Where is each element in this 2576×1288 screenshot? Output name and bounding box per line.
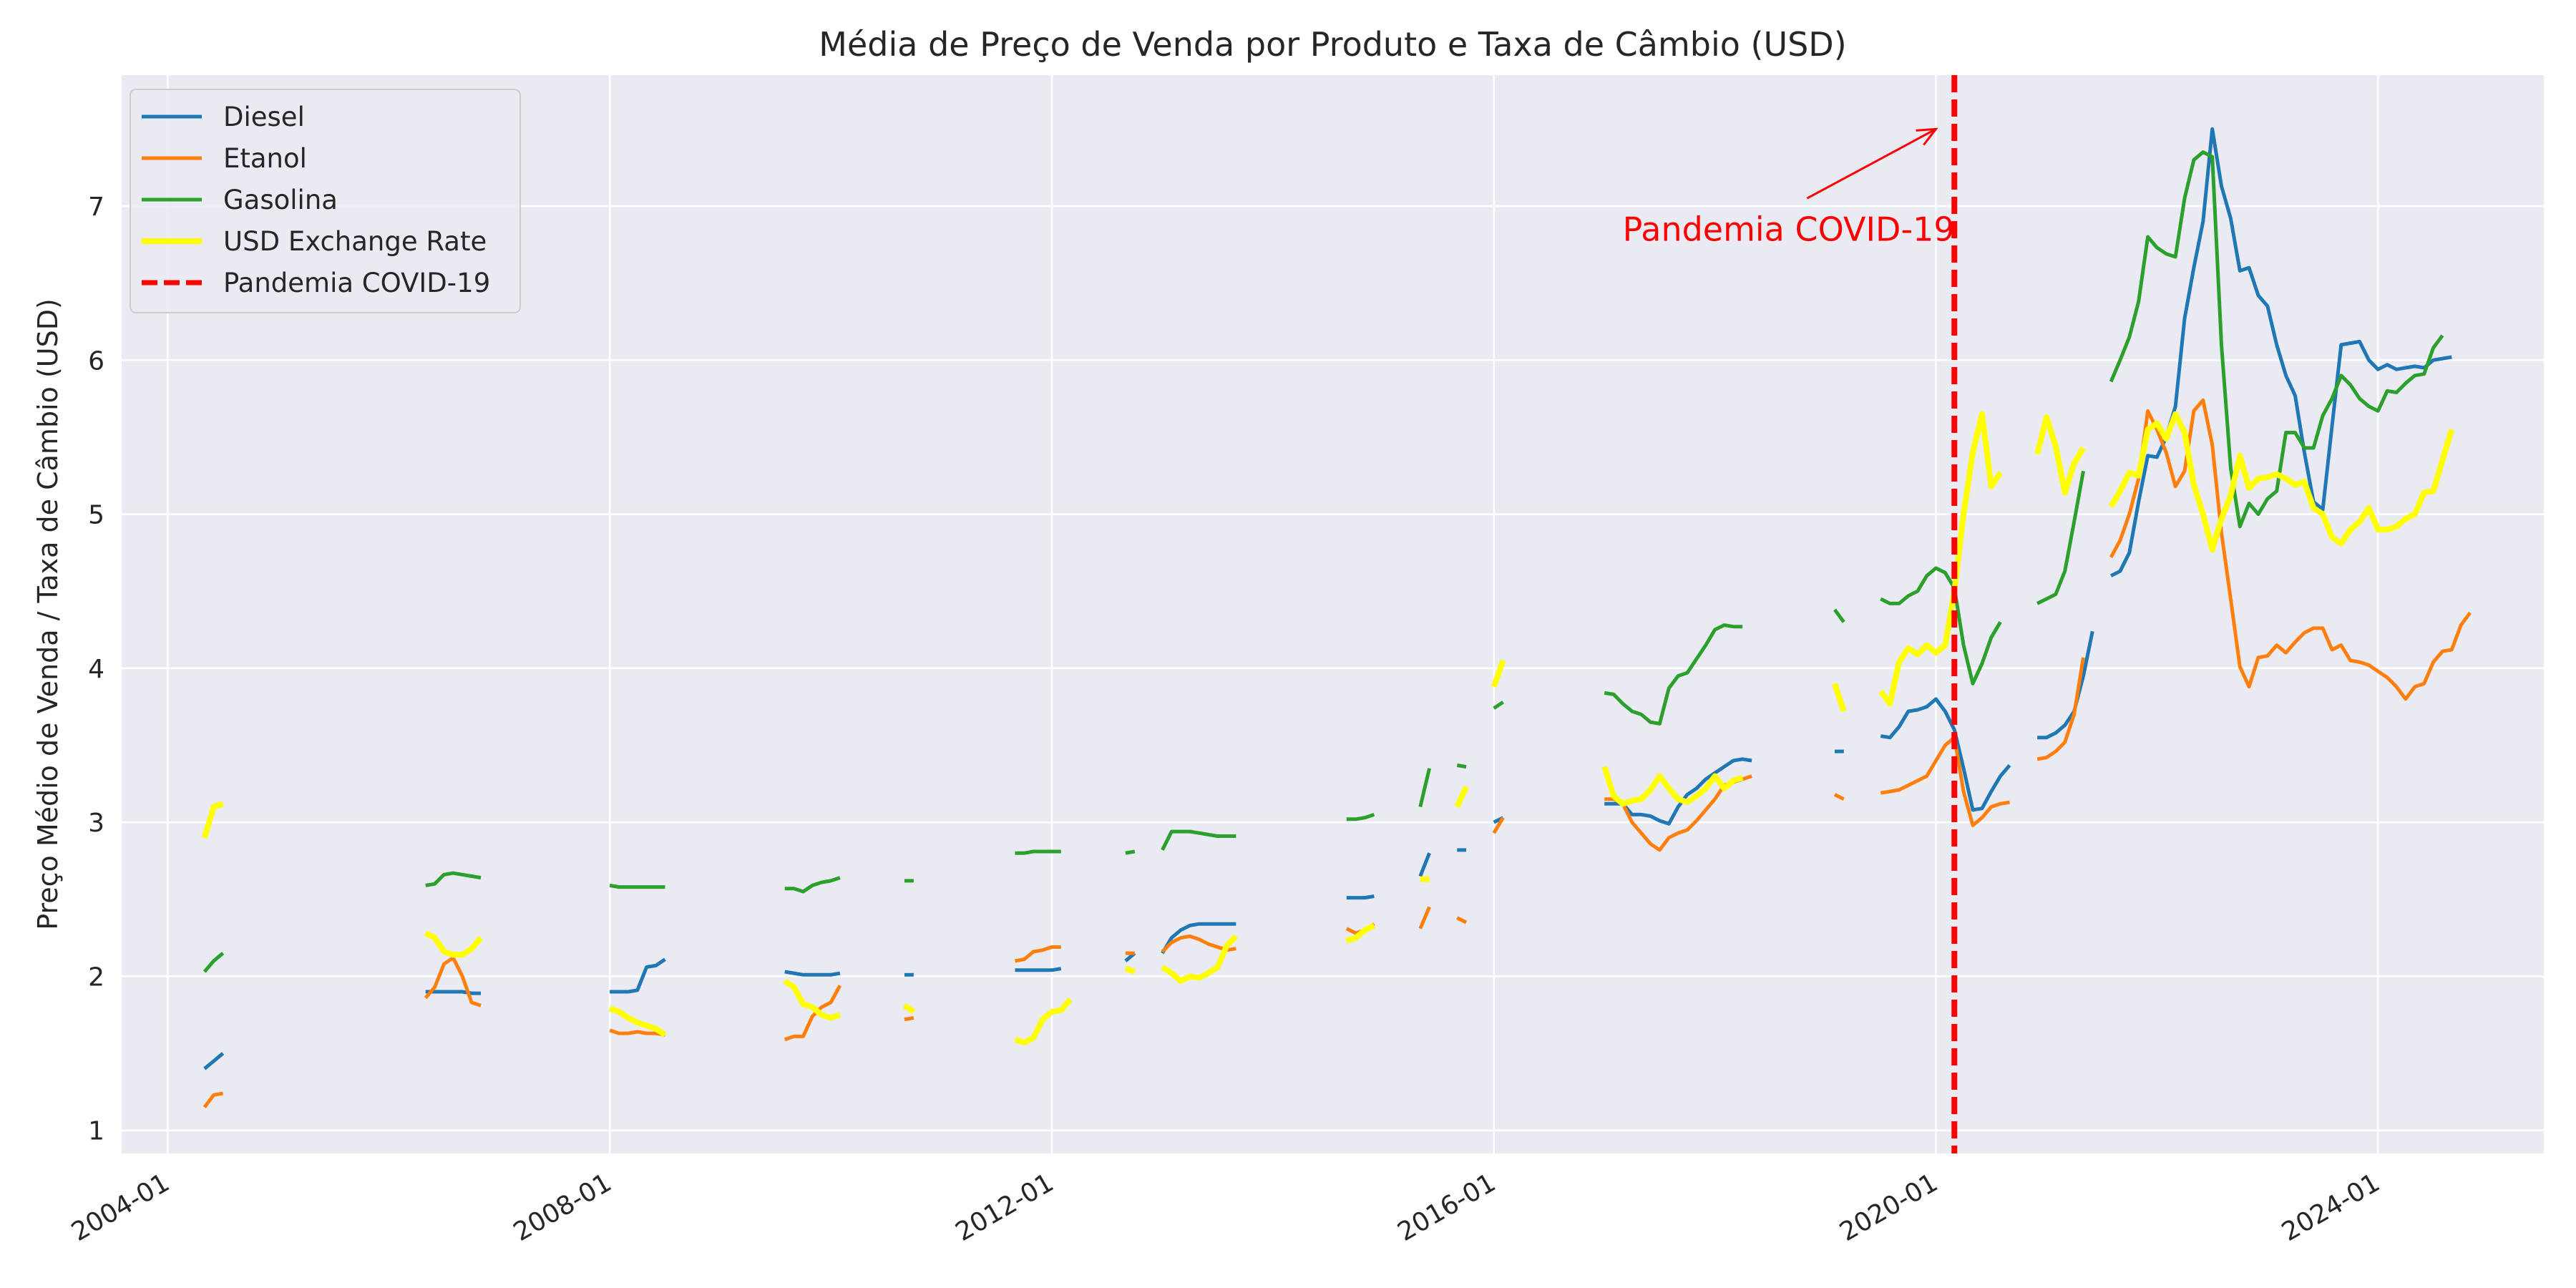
series-line-segment <box>1454 785 1469 809</box>
series-diesel <box>203 127 2452 1070</box>
series-line-segment <box>1492 816 1505 834</box>
series-line-segment <box>1493 701 1504 710</box>
series-line-segment <box>2108 411 2455 553</box>
series-line-segment <box>1161 922 1236 955</box>
series-line-segment <box>1346 813 1375 821</box>
series-line-segment <box>784 985 842 1042</box>
y-tick-label: 5 <box>88 501 104 530</box>
y-tick-label: 4 <box>88 655 104 684</box>
legend-item-etanol: Etanol <box>142 143 307 174</box>
series-line-segment <box>1418 768 1432 808</box>
y-tick-label: 1 <box>88 1117 104 1146</box>
series-line-segment <box>609 1028 665 1037</box>
series-line-segment <box>425 990 481 995</box>
legend-label: Etanol <box>223 143 307 174</box>
series-line-segment <box>2109 398 2472 701</box>
series-lines <box>201 127 2472 1108</box>
series-line-segment <box>784 970 841 977</box>
series-line-segment <box>2037 630 2094 740</box>
series-line-segment <box>1456 916 1468 924</box>
legend-label: Gasolina <box>223 185 338 215</box>
series-line-segment <box>2034 414 2086 496</box>
series-line-segment <box>609 883 665 889</box>
legend-frame <box>130 89 521 313</box>
y-tick-label: 7 <box>88 192 104 222</box>
series-line-segment <box>1346 894 1375 900</box>
series-line-segment <box>1418 852 1431 877</box>
legend-item-usd-exchange-rate: USD Exchange Rate <box>142 226 487 257</box>
series-line-segment <box>904 1016 914 1022</box>
annotation-group: Pandemia COVID-19 <box>1623 127 1955 248</box>
series-line-segment <box>424 956 482 1008</box>
series-line-segment <box>1604 757 1752 826</box>
legend-label: USD Exchange Rate <box>223 226 487 257</box>
series-line-segment <box>2036 657 2085 761</box>
series-line-segment <box>1418 906 1431 930</box>
series-line-segment <box>1345 922 1376 944</box>
series-line-segment <box>1878 411 2003 707</box>
legend-item-pandemia-covid-19: Pandemia COVID-19 <box>142 268 490 298</box>
series-line-segment <box>1125 849 1136 855</box>
legend-item-diesel: Diesel <box>142 102 305 132</box>
series-line-segment <box>1880 566 2002 686</box>
series-line-segment <box>203 1052 225 1070</box>
series-line-segment <box>1124 965 1136 975</box>
legend-label: Diesel <box>223 102 305 132</box>
series-line-segment <box>1015 967 1062 972</box>
series-line-segment <box>610 957 666 994</box>
legend: Diesel Etanol Gasolina USD Exchange Rate Pan… <box>130 89 521 313</box>
series-line-segment <box>203 952 225 973</box>
annotation-label: Pandemia COVID-19 <box>1623 210 1955 248</box>
series-line-segment <box>1014 997 1073 1045</box>
series-line-segment <box>1604 623 1743 726</box>
series-line-segment <box>1161 829 1236 852</box>
series-line-segment <box>1880 697 2011 812</box>
series-line-segment <box>1833 793 1845 801</box>
annotation-arrow-shaft <box>1806 128 1937 200</box>
annotation-arrow-head <box>1916 127 1938 146</box>
series-gasolina <box>203 150 2444 973</box>
series-line-segment <box>902 1002 916 1015</box>
y-tick-label: 6 <box>88 346 104 376</box>
legend-label: Pandemia COVID-19 <box>223 268 490 298</box>
y-axis-label: Preço Médio de Venda / Taxa de Câmbio (U… <box>32 298 64 930</box>
series-line-segment <box>608 1005 667 1038</box>
y-tick-label: 3 <box>88 809 104 838</box>
y-tick-label: 2 <box>88 962 104 992</box>
series-line-segment <box>2109 150 2444 529</box>
series-line-segment <box>784 876 841 894</box>
plot-area <box>122 75 2544 1153</box>
chart-title: Média de Preço de Venda por Produto e Ta… <box>819 25 1846 64</box>
series-line-segment <box>1456 763 1467 769</box>
series-line-segment <box>2036 470 2085 605</box>
series-line-segment <box>1833 608 1845 623</box>
grid-lines <box>122 75 2544 1153</box>
series-usd-exchange-rate <box>201 411 2455 1045</box>
series-line-segment <box>424 930 484 958</box>
series-line-segment <box>1491 659 1506 688</box>
series-line-segment <box>1015 849 1061 855</box>
series-line-segment <box>1015 945 1061 963</box>
series-line-segment <box>203 1091 224 1108</box>
series-line-segment <box>783 978 841 1021</box>
series-line-segment <box>1601 766 1744 807</box>
legend-item-gasolina: Gasolina <box>142 185 338 215</box>
series-line-segment <box>425 871 482 887</box>
series-line-segment <box>1880 736 2010 827</box>
series-line-segment <box>1161 934 1239 984</box>
series-line-segment <box>201 801 224 839</box>
series-line-segment <box>1832 683 1847 713</box>
